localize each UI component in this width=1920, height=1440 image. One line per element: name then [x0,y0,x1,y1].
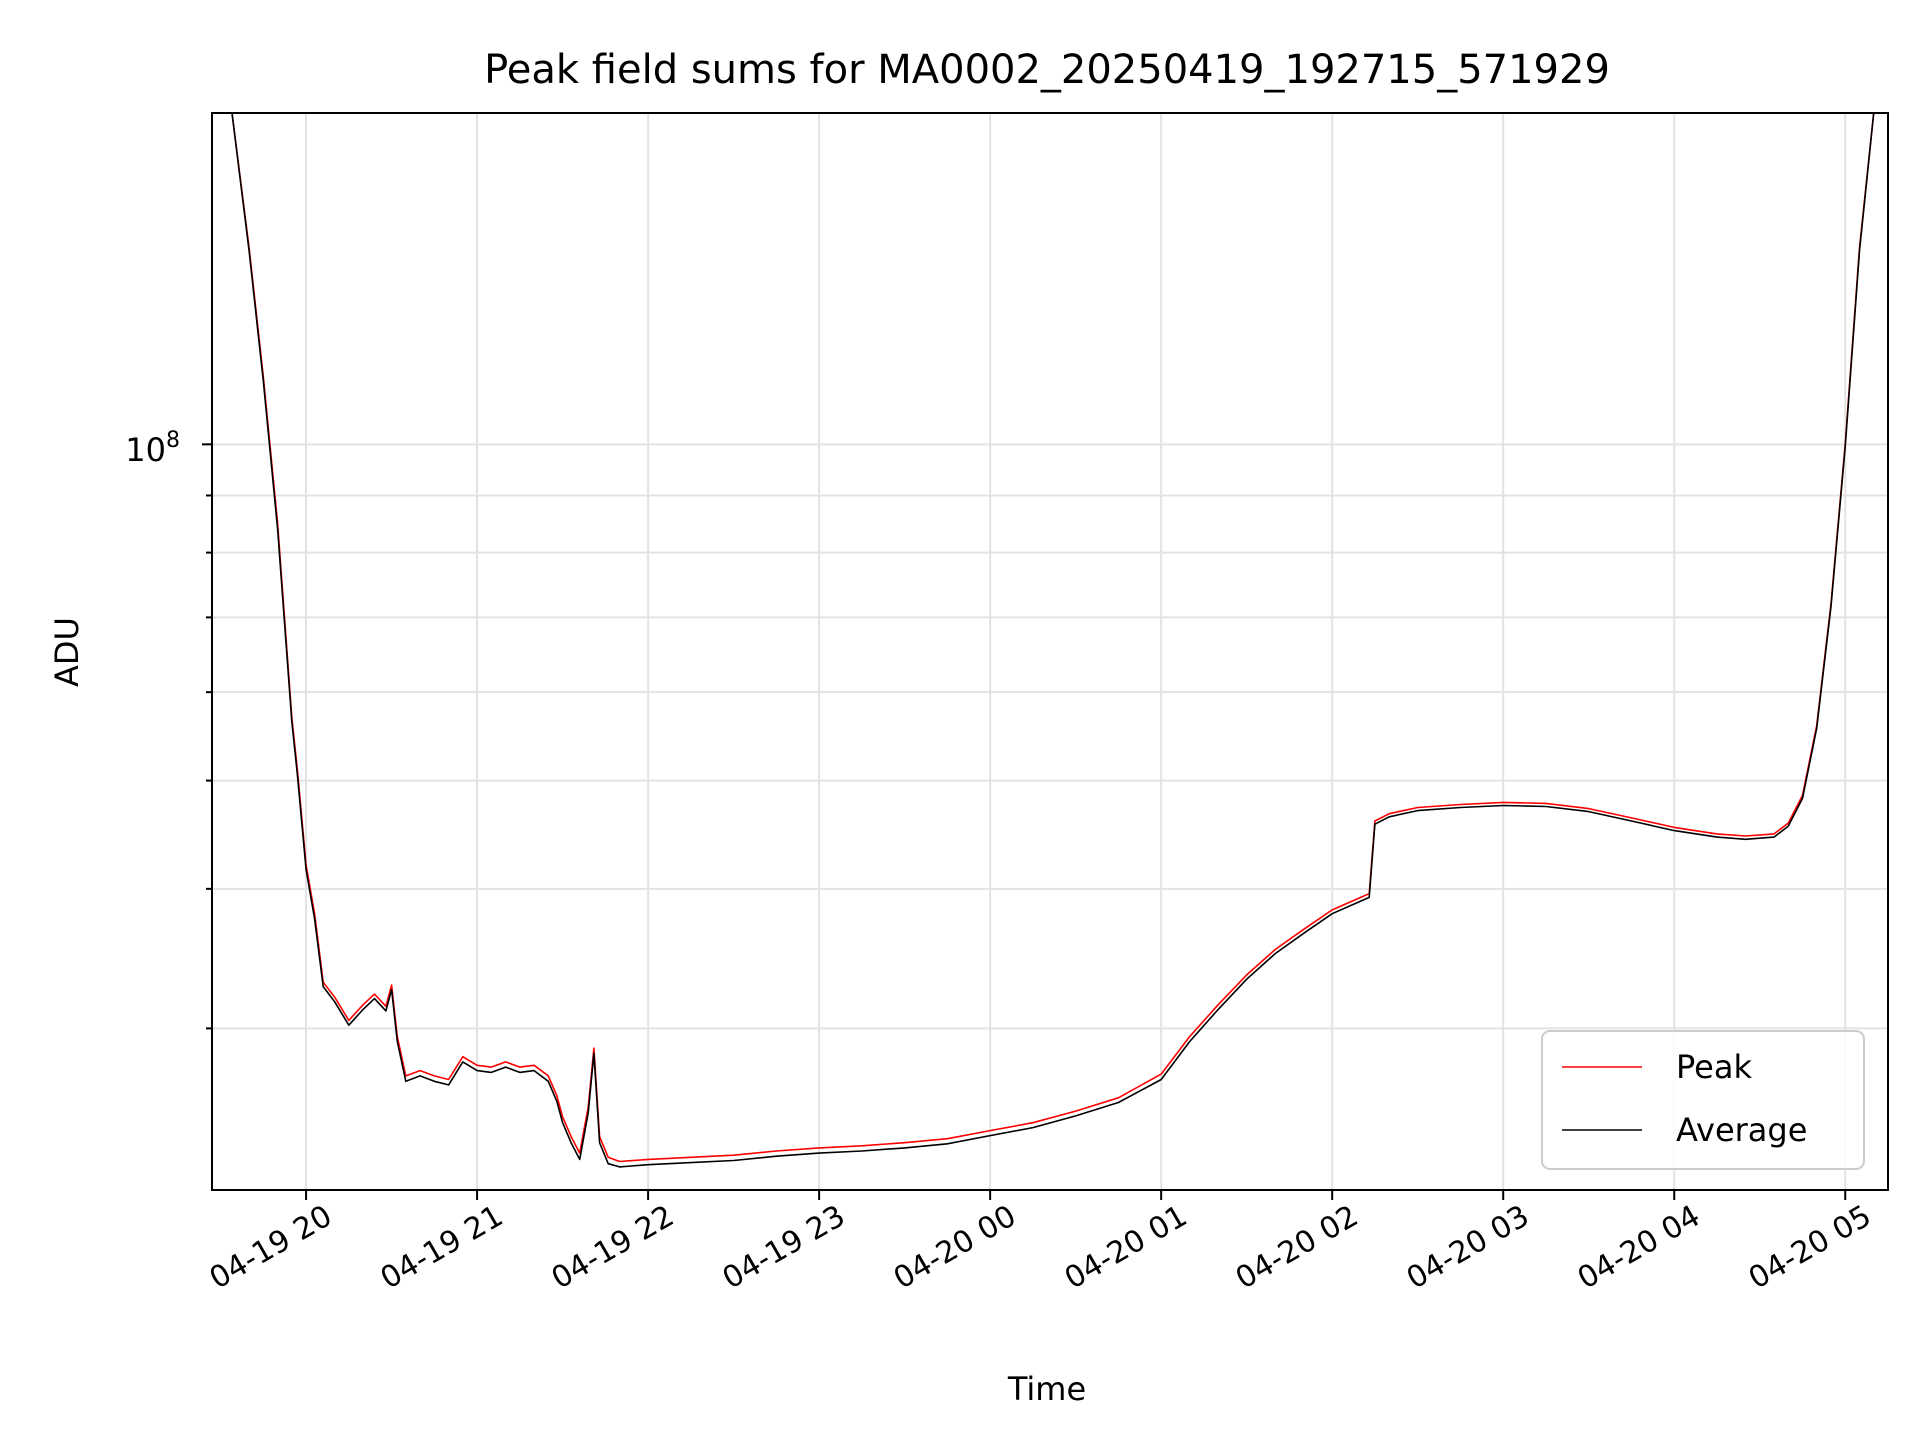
series-line-average [212,113,1888,1168]
series-line-peak [212,113,1888,1163]
legend-box [1541,1030,1865,1170]
y-axis: 108 [125,428,212,1030]
legend-peak-label: Peak [1676,1048,1752,1086]
plot-lines [212,113,1888,1168]
legend-average-label: Average [1676,1111,1807,1149]
y-axis-label: ADU [48,617,86,687]
chart-title: Peak field sums for MA0002_20250419_1927… [484,47,1610,93]
y-tick-label: 108 [125,428,180,469]
legend: Peak Average [1541,1030,1865,1170]
grid [212,113,1888,1190]
x-axis-label: Time [1007,1370,1086,1408]
plot-frame [211,112,1889,1191]
